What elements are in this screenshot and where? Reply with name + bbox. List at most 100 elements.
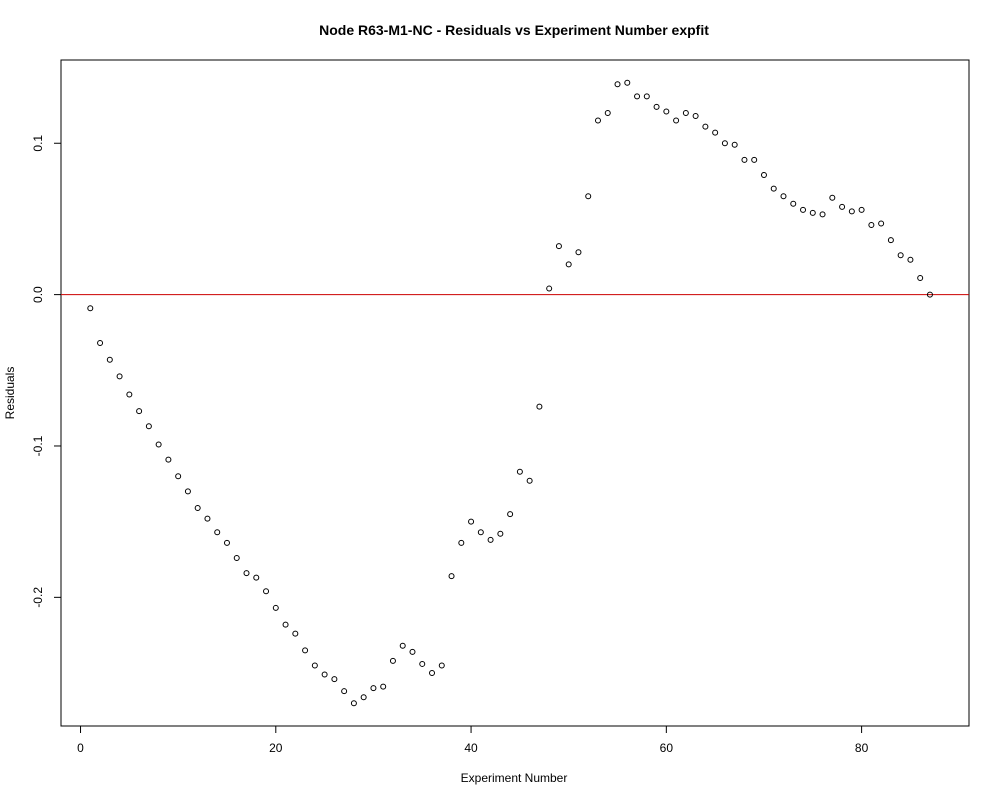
- data-point: [594, 117, 601, 124]
- data-point: [145, 423, 152, 430]
- data-point: [839, 203, 846, 210]
- data-point: [760, 172, 767, 179]
- data-point: [165, 456, 172, 463]
- data-point: [282, 621, 289, 628]
- data-point: [438, 662, 445, 669]
- data-point: [223, 539, 230, 546]
- data-point: [526, 477, 533, 484]
- data-point: [546, 285, 553, 292]
- data-point: [624, 79, 631, 86]
- data-point: [819, 211, 826, 218]
- data-point: [272, 604, 279, 611]
- data-point: [155, 441, 162, 448]
- data-point: [907, 256, 914, 263]
- data-point: [360, 694, 367, 701]
- y-tick-label: 0.0: [31, 286, 45, 303]
- data-point: [302, 647, 309, 654]
- y-axis-label: Residuals: [3, 367, 17, 420]
- data-point: [136, 408, 143, 415]
- y-axis: -0.2 -0.1 0.0 0.1: [31, 135, 62, 608]
- data-point: [634, 93, 641, 100]
- y-tick-label: -0.2: [31, 587, 45, 608]
- data-point: [731, 141, 738, 148]
- data-point: [673, 117, 680, 124]
- data-point: [536, 403, 543, 410]
- plot-frame: [60, 59, 970, 727]
- data-points: [87, 79, 933, 707]
- data-point: [790, 200, 797, 207]
- data-point: [565, 261, 572, 268]
- data-point: [321, 671, 328, 678]
- data-point: [214, 529, 221, 536]
- data-point: [97, 340, 104, 347]
- x-tick-label: 60: [660, 741, 674, 755]
- data-point: [341, 688, 348, 695]
- data-point: [516, 468, 523, 475]
- data-point: [487, 536, 494, 543]
- data-point: [858, 206, 865, 213]
- data-point: [897, 252, 904, 259]
- data-point: [116, 373, 123, 380]
- data-point: [194, 505, 201, 512]
- data-point: [458, 539, 465, 546]
- data-point: [702, 123, 709, 130]
- data-point: [643, 93, 650, 100]
- data-point: [253, 574, 260, 581]
- data-point: [87, 305, 94, 312]
- data-point: [468, 518, 475, 525]
- data-point: [614, 81, 621, 88]
- data-point: [409, 648, 416, 655]
- data-point: [682, 109, 689, 116]
- data-point: [917, 274, 924, 281]
- data-point: [770, 185, 777, 192]
- data-point: [243, 570, 250, 577]
- data-point: [800, 206, 807, 213]
- data-point: [380, 683, 387, 690]
- data-point: [780, 193, 787, 200]
- data-point: [106, 356, 113, 363]
- data-point: [663, 108, 670, 115]
- chart-title: Node R63-M1-NC - Residuals vs Experiment…: [319, 22, 709, 38]
- data-point: [370, 685, 377, 692]
- data-point: [292, 630, 299, 637]
- x-axis: 0 20 40 60 80: [77, 725, 869, 755]
- data-point: [848, 208, 855, 215]
- data-point: [741, 156, 748, 163]
- data-point: [204, 515, 211, 522]
- data-point: [878, 220, 885, 227]
- data-point: [721, 140, 728, 147]
- data-point: [926, 291, 933, 298]
- x-tick-label: 20: [269, 741, 283, 755]
- data-point: [692, 113, 699, 120]
- x-axis-label: Experiment Number: [461, 771, 568, 785]
- data-point: [477, 529, 484, 536]
- data-point: [585, 193, 592, 200]
- data-point: [604, 109, 611, 116]
- data-point: [429, 670, 436, 677]
- data-point: [497, 530, 504, 537]
- data-point: [887, 237, 894, 244]
- data-point: [311, 662, 318, 669]
- data-point: [126, 391, 133, 398]
- data-point: [448, 573, 455, 580]
- x-tick-label: 40: [464, 741, 478, 755]
- data-point: [751, 156, 758, 163]
- data-point: [653, 103, 660, 110]
- data-point: [175, 473, 182, 480]
- data-point: [575, 249, 582, 256]
- data-point: [350, 700, 357, 707]
- data-point: [868, 221, 875, 228]
- x-tick-label: 0: [77, 741, 84, 755]
- data-point: [829, 194, 836, 201]
- data-point: [389, 657, 396, 664]
- y-tick-label: 0.1: [31, 135, 45, 152]
- data-point: [233, 554, 240, 561]
- x-tick-label: 80: [855, 741, 869, 755]
- data-point: [419, 660, 426, 667]
- data-point: [399, 642, 406, 649]
- data-point: [184, 488, 191, 495]
- data-point: [263, 588, 270, 595]
- data-point: [712, 129, 719, 136]
- data-point: [555, 243, 562, 250]
